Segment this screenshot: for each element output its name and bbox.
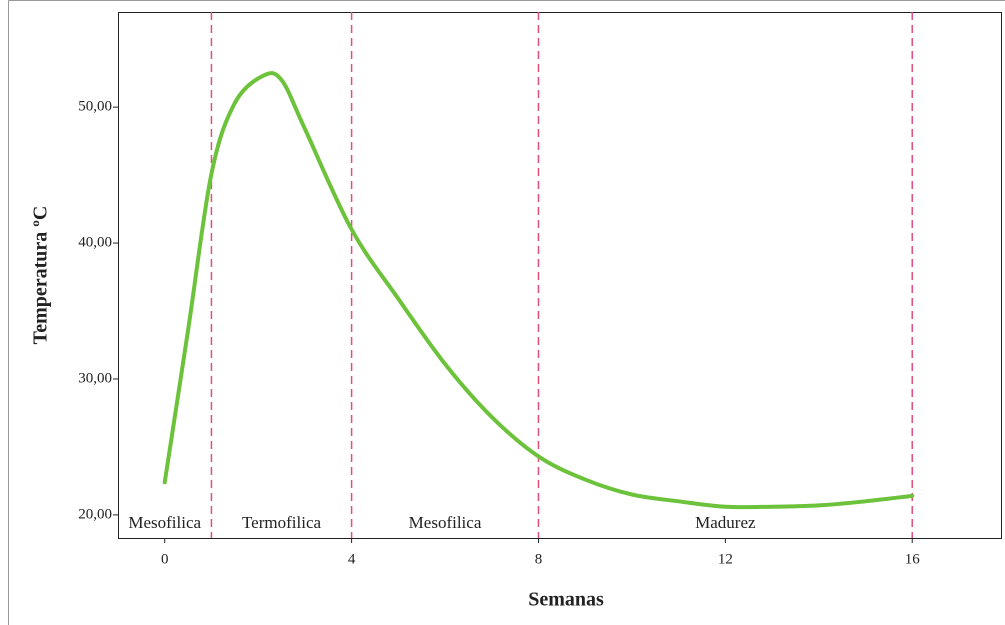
x-tick-label: 12 [718, 551, 733, 567]
x-tick-label: 4 [348, 551, 356, 567]
x-tick-label: 0 [161, 551, 169, 567]
y-tick-label: 30,00 [78, 370, 112, 386]
x-axis-title: Semanas [528, 589, 604, 611]
y-tick-label: 50,00 [78, 99, 112, 115]
plot-area [118, 12, 1002, 539]
temperature-line [162, 71, 915, 510]
y-axis-title: Temperatura ºC [30, 206, 52, 345]
x-tick-label: 16 [905, 551, 921, 567]
y-tick-label: 40,00 [78, 234, 112, 250]
phase-label: Termofilica [242, 513, 322, 532]
y-tick-label: 20,00 [78, 506, 112, 522]
phase-label: Mesofilica [409, 513, 482, 532]
x-tick-label: 8 [535, 551, 543, 567]
phase-label: Madurez [695, 513, 756, 532]
phase-label: Mesofilica [128, 513, 201, 532]
